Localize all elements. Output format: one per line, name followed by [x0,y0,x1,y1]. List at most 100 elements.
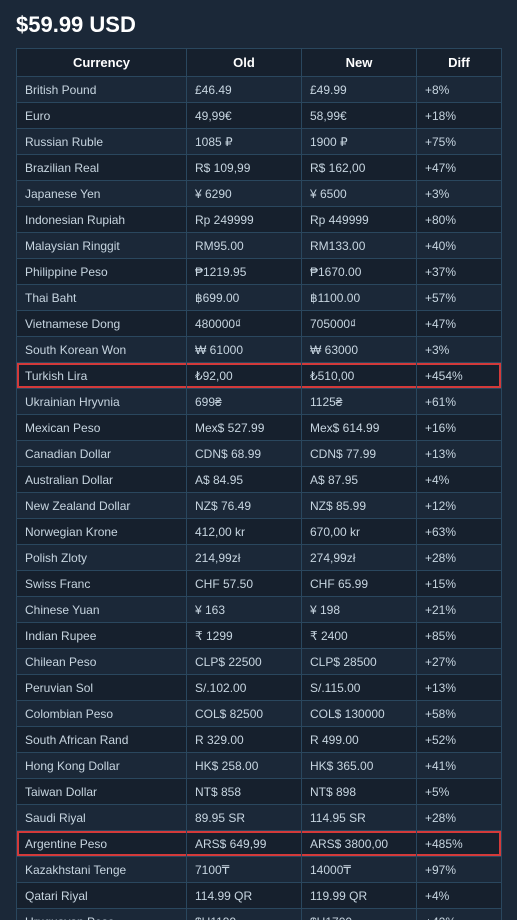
cell-new: Mex$ 614.99 [302,415,417,441]
cell-currency: Australian Dollar [17,467,187,493]
cell-new: 14000₸ [302,857,417,883]
table-row: Taiwan DollarNT$ 858NT$ 898+5% [17,779,502,805]
table-row: Russian Ruble1085 ₽1900 ₽+75% [17,129,502,155]
cell-new: $U1700 [302,909,417,920]
cell-diff: +18% [417,103,502,129]
table-row: Chinese Yuan¥ 163¥ 198+21% [17,597,502,623]
cell-old: Rp 249999 [187,207,302,233]
cell-old: R 329.00 [187,727,302,753]
cell-currency: Hong Kong Dollar [17,753,187,779]
cell-currency: Indian Rupee [17,623,187,649]
cell-currency: Polish Zloty [17,545,187,571]
cell-new: ₺510,00 [302,363,417,389]
cell-old: ₹ 1299 [187,623,302,649]
table-row: Philippine Peso₱1219.95₱1670.00+37% [17,259,502,285]
cell-old: 412,00 kr [187,519,302,545]
cell-new: A$ 87.95 [302,467,417,493]
cell-diff: +80% [417,207,502,233]
table-row: Canadian DollarCDN$ 68.99CDN$ 77.99+13% [17,441,502,467]
table-row: Ukrainian Hryvnia699₴1125₴+61% [17,389,502,415]
cell-diff: +5% [417,779,502,805]
cell-diff: +12% [417,493,502,519]
col-new: New [302,49,417,77]
cell-currency: Euro [17,103,187,129]
table-row: Turkish Lira₺92,00₺510,00+454% [17,363,502,389]
cell-old: 480000₫ [187,311,302,337]
currency-price-table: Currency Old New Diff British Pound£46.4… [16,48,502,920]
table-row: South African RandR 329.00R 499.00+52% [17,727,502,753]
cell-old: CDN$ 68.99 [187,441,302,467]
cell-old: COL$ 82500 [187,701,302,727]
col-currency: Currency [17,49,187,77]
cell-currency: Colombian Peso [17,701,187,727]
cell-old: NZ$ 76.49 [187,493,302,519]
cell-diff: +15% [417,571,502,597]
cell-diff: +28% [417,805,502,831]
table-row: Australian DollarA$ 84.95A$ 87.95+4% [17,467,502,493]
table-row: Kazakhstani Tenge7100₸14000₸+97% [17,857,502,883]
cell-diff: +27% [417,649,502,675]
table-row: Mexican PesoMex$ 527.99Mex$ 614.99+16% [17,415,502,441]
cell-diff: +13% [417,441,502,467]
cell-new: CLP$ 28500 [302,649,417,675]
cell-currency: Ukrainian Hryvnia [17,389,187,415]
cell-old: HK$ 258.00 [187,753,302,779]
cell-currency: Thai Baht [17,285,187,311]
cell-new: RM133.00 [302,233,417,259]
cell-old: A$ 84.95 [187,467,302,493]
cell-old: R$ 109,99 [187,155,302,181]
cell-diff: +16% [417,415,502,441]
cell-new: HK$ 365.00 [302,753,417,779]
table-row: British Pound£46.49£49.99+8% [17,77,502,103]
table-row: Vietnamese Dong480000₫705000₫+47% [17,311,502,337]
cell-new: NT$ 898 [302,779,417,805]
cell-currency: Swiss Franc [17,571,187,597]
cell-currency: Taiwan Dollar [17,779,187,805]
cell-diff: +97% [417,857,502,883]
cell-old: 49,99€ [187,103,302,129]
cell-currency: Norwegian Krone [17,519,187,545]
cell-old: NT$ 858 [187,779,302,805]
cell-new: 1125₴ [302,389,417,415]
cell-currency: Peruvian Sol [17,675,187,701]
cell-new: 670,00 kr [302,519,417,545]
cell-new: NZ$ 85.99 [302,493,417,519]
cell-new: ₹ 2400 [302,623,417,649]
table-row: Indian Rupee₹ 1299₹ 2400+85% [17,623,502,649]
cell-diff: +3% [417,181,502,207]
table-header: Currency Old New Diff [17,49,502,77]
cell-old: 7100₸ [187,857,302,883]
table-row: Qatari Riyal114.99 QR119.99 QR+4% [17,883,502,909]
table-row: Polish Zloty214,99zł274,99zł+28% [17,545,502,571]
table-row: Uruguayan Peso$U1199$U1700+42% [17,909,502,920]
table-body: British Pound£46.49£49.99+8%Euro49,99€58… [17,77,502,920]
cell-new: 114.95 SR [302,805,417,831]
price-table-container: $59.99 USD Currency Old New Diff British… [0,0,517,920]
table-row: Norwegian Krone412,00 kr670,00 kr+63% [17,519,502,545]
cell-diff: +28% [417,545,502,571]
cell-diff: +4% [417,883,502,909]
cell-diff: +21% [417,597,502,623]
cell-currency: Indonesian Rupiah [17,207,187,233]
cell-new: ฿1100.00 [302,285,417,311]
cell-currency: Chilean Peso [17,649,187,675]
cell-new: ¥ 6500 [302,181,417,207]
cell-diff: +37% [417,259,502,285]
table-row: Thai Baht฿699.00฿1100.00+57% [17,285,502,311]
cell-currency: Qatari Riyal [17,883,187,909]
table-row: Saudi Riyal89.95 SR114.95 SR+28% [17,805,502,831]
cell-currency: Philippine Peso [17,259,187,285]
cell-old: Mex$ 527.99 [187,415,302,441]
cell-new: Rp 449999 [302,207,417,233]
cell-old: $U1199 [187,909,302,920]
cell-currency: Malaysian Ringgit [17,233,187,259]
cell-currency: British Pound [17,77,187,103]
table-row: Euro49,99€58,99€+18% [17,103,502,129]
cell-old: RM95.00 [187,233,302,259]
cell-old: ¥ 163 [187,597,302,623]
cell-old: S/.102.00 [187,675,302,701]
cell-currency: Mexican Peso [17,415,187,441]
cell-new: ₩ 63000 [302,337,417,363]
page-title: $59.99 USD [16,12,501,38]
cell-new: COL$ 130000 [302,701,417,727]
